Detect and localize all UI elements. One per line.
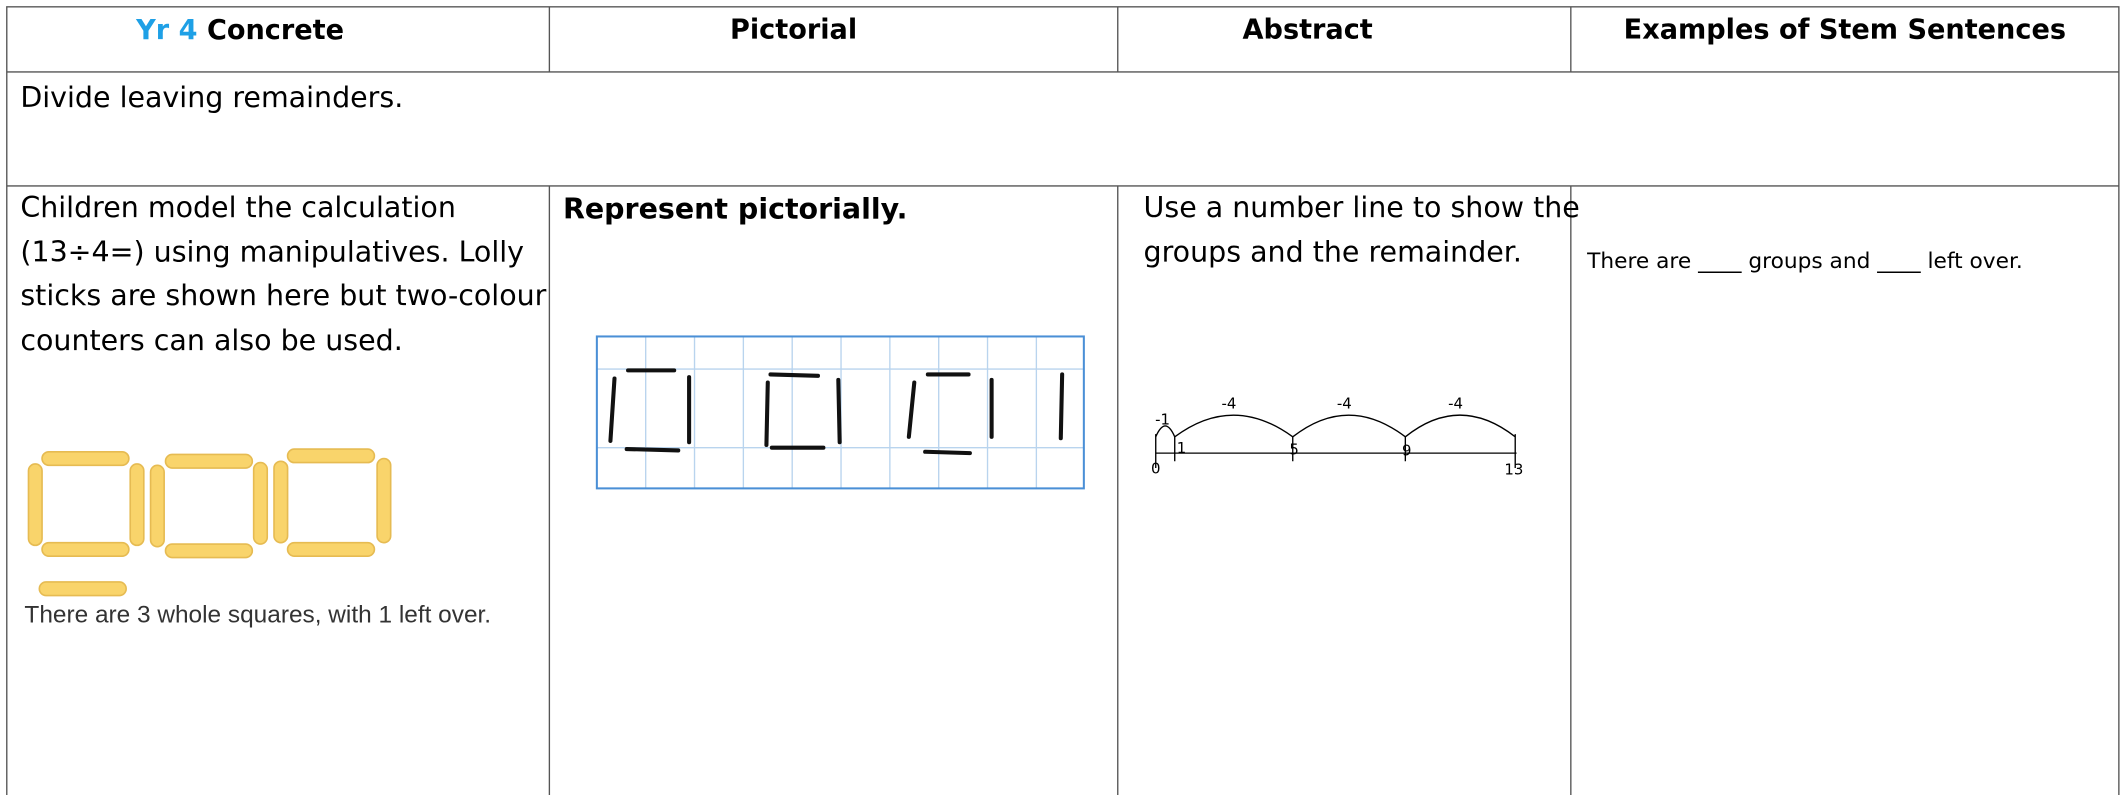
point-label: 9: [1402, 442, 1411, 460]
jump-label: -4: [1448, 394, 1463, 412]
number-line: -1 -4 -4 -4 0 1 5 9 13: [1151, 394, 1523, 478]
caption: There are 3 whole squares, with 1 left o…: [24, 601, 491, 628]
concrete-text: Children model the calculation (13÷4=) u…: [20, 191, 546, 357]
text-line: sticks are shown here but two-colour: [20, 279, 546, 312]
text-line: groups and the remainder.: [1144, 236, 1522, 269]
text-line: Children model the calculation: [20, 191, 456, 224]
heading: Represent pictorially.: [563, 192, 907, 225]
jump-label: -4: [1337, 394, 1352, 412]
header-cell: Examples of Stem Sentences: [1624, 15, 2066, 46]
lolly-sticks: [27, 448, 392, 597]
text-line: Use a number line to show the: [1144, 191, 1580, 224]
jump-label: -4: [1222, 394, 1237, 412]
stem-sentence: There are ____ groups and ____ left over…: [1586, 249, 2023, 274]
header-cell: Abstract: [1243, 15, 1373, 46]
topic: Divide leaving remainders.: [20, 81, 403, 114]
year-label: Yr 4: [135, 15, 197, 46]
header-label: Concrete: [207, 15, 344, 46]
point-label: 1: [1177, 439, 1186, 457]
header-sep: [198, 15, 207, 46]
header-cell: Pictorial: [730, 15, 857, 46]
point-label: 5: [1289, 440, 1298, 458]
table-borders: [6, 6, 2120, 795]
grid-drawing: [595, 335, 1085, 490]
abstract-text: Use a number line to show the groups and…: [1144, 191, 1580, 269]
jump-label: -1: [1155, 411, 1170, 429]
text-line: counters can also be used.: [20, 324, 402, 357]
header-cell: Yr 4 Concrete: [135, 15, 344, 46]
point-label: 13: [1504, 461, 1523, 479]
point-label: 0: [1151, 459, 1160, 477]
text-line: (13÷4=) using manipulatives. Lolly: [20, 236, 524, 269]
